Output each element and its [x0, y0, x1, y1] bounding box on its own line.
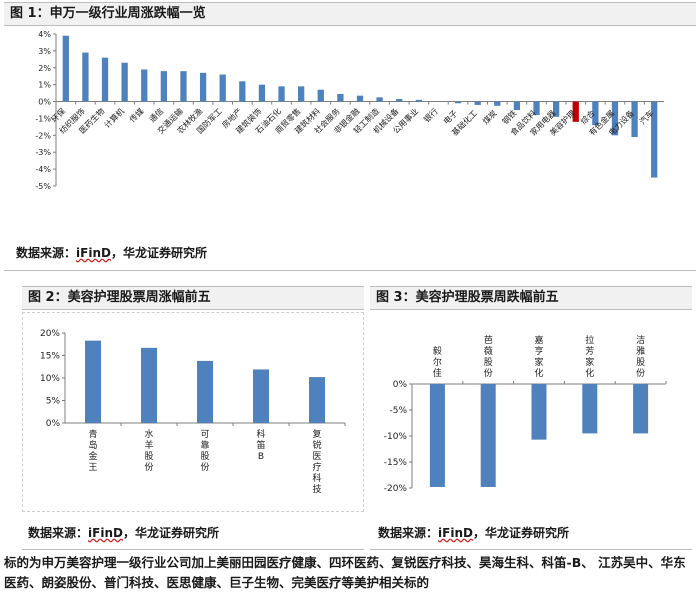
y-tick-label: 0% [46, 419, 61, 429]
bar [82, 52, 89, 102]
bar [141, 347, 157, 423]
y-tick-label: -5% [389, 406, 407, 416]
figure-3: 图 3：美容护理股票周跌幅前五 0% -5% -10% -15% -20% 毅尔佳 芭薇股份… [370, 286, 692, 550]
bar [592, 101, 599, 126]
bar [531, 384, 547, 440]
bar [258, 84, 266, 102]
y-tick-label: 1% [38, 81, 51, 90]
source-label: 数据来源： [378, 526, 439, 540]
y-tick-label: 0% [393, 380, 408, 390]
bar [429, 384, 445, 487]
x-category-label: 煤炭 [480, 108, 498, 126]
source-label: 数据来源： [16, 246, 77, 260]
bar [85, 340, 101, 423]
y-tick-label: 5% [46, 397, 61, 407]
bar [101, 57, 109, 102]
bar [356, 95, 364, 102]
y-tick-label: -4% [35, 165, 51, 174]
bar [121, 62, 128, 102]
y-tick-label: 10% [40, 374, 60, 384]
bar [582, 384, 598, 434]
source-label: 数据来源： [28, 526, 89, 540]
bar [533, 101, 540, 116]
x-category-label: 复锐医疗科技 [312, 428, 321, 495]
y-tick-label: -20% [384, 484, 408, 494]
figure-1-source: 数据来源：iFinD，华龙证券研究所 [16, 244, 207, 262]
y-tick-label: 4% [38, 30, 51, 39]
x-category-label: 可靠股份 [200, 429, 209, 473]
x-category-label: 传媒 [127, 106, 145, 124]
bar [62, 35, 69, 102]
bar [552, 101, 560, 117]
bar [253, 369, 269, 423]
y-tick-label: -15% [384, 458, 408, 468]
x-category-label: 计算机 [102, 106, 126, 130]
x-category-label: 水羊股份 [144, 428, 153, 473]
x-category-label: 拉芳家化 [585, 334, 594, 379]
bar [396, 99, 403, 102]
bar [219, 74, 226, 102]
x-category-label: 芭薇股份 [484, 334, 493, 379]
figure-3-source: 数据来源：iFinD，华龙证券研究所 [378, 524, 569, 542]
bar [494, 101, 501, 106]
bar [317, 89, 324, 102]
bar [160, 71, 168, 102]
y-tick-label: 15% [40, 352, 60, 362]
y-tick-label: -3% [35, 148, 51, 157]
y-tick-label: 3% [38, 47, 51, 56]
bar [141, 69, 148, 102]
bar [197, 360, 213, 423]
bar [239, 81, 246, 102]
bar [474, 101, 481, 105]
figure-1-title: 图 1：申万一级行业周涨跌幅一览 [4, 2, 696, 26]
bar [309, 377, 325, 423]
figure-2-source: 数据来源：iFinD，华龙证券研究所 [28, 524, 219, 542]
bar [633, 384, 649, 434]
bar [480, 384, 496, 487]
figure-3-title: 图 3：美容护理股票周跌幅前五 [370, 286, 692, 310]
bar [278, 86, 285, 102]
y-tick-label: 2% [38, 64, 51, 73]
source-name: iFinD [76, 246, 111, 260]
bar [298, 86, 305, 102]
source-rest: ，华龙证券研究所 [110, 246, 207, 260]
x-category-label: 银行 [421, 106, 439, 124]
x-category-label: 青岛金王 [88, 428, 97, 473]
footer-note: 标的为申万美容护理一级行业公司加上美丽田园医疗健康、四环医药、复锐医疗科技、昊海… [4, 555, 686, 590]
figure-1: 图 1：申万一级行业周涨跌幅一览 4% 3% 2% 1% 0% -1% -2% -3% -4% -… [4, 0, 696, 271]
figure-2-title: 图 2：美容护理股票周涨幅前五 [22, 286, 364, 310]
source-name: iFinD [88, 526, 123, 540]
bar [337, 93, 344, 102]
bar [572, 101, 579, 122]
bar [611, 101, 619, 136]
source-rest: ，华龙证券研究所 [472, 526, 569, 540]
bar [651, 101, 658, 178]
bar [415, 99, 422, 102]
figure-2: 图 2：美容护理股票周涨幅前五 20% 15% 10% 5% 0% 青岛金王 水羊股份 可靠股… [22, 286, 364, 550]
chart-3: 0% -5% -10% -15% -20% 毅尔佳 芭薇股份 嘉亨家化 拉芳家化 洁雅股份 [384, 334, 667, 494]
source-name: iFinD [438, 526, 473, 540]
x-category-label: 科笛 B [256, 428, 265, 462]
bar [513, 101, 521, 110]
y-tick-label: -2% [35, 131, 51, 140]
x-category-label: 毅尔佳 [433, 345, 442, 379]
x-category-label: 洁雅股份 [636, 334, 645, 379]
bar [199, 72, 207, 102]
y-tick-label: -1% [35, 114, 51, 123]
y-tick-label: 20% [40, 329, 60, 339]
x-category-label: 嘉亨家化 [534, 334, 543, 379]
source-rest: ，华龙证券研究所 [122, 526, 219, 540]
bar [180, 71, 187, 102]
y-tick-label: 0% [38, 98, 51, 107]
y-tick-label: -5% [35, 182, 51, 191]
y-tick-label: -10% [384, 432, 408, 442]
bar [631, 101, 638, 138]
bar [454, 101, 462, 104]
bar [376, 97, 383, 102]
chart-2: 20% 15% 10% 5% 0% 青岛金王 水羊股份 可靠股份 科笛 B 复锐医疗科技 [22, 312, 364, 512]
